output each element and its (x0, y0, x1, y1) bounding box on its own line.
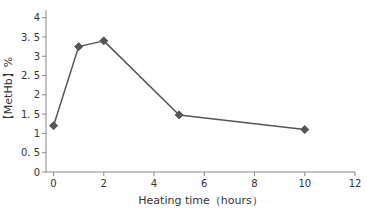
marker (175, 111, 183, 119)
y-tick-label: 3 (34, 51, 40, 62)
y-axis-line (46, 10, 47, 172)
y-tick-label: 0 (34, 167, 40, 178)
x-tick-label: 4 (151, 178, 157, 189)
y-tick (42, 172, 46, 173)
y-tick-label: 4 (34, 12, 40, 23)
marker (301, 126, 309, 134)
x-tick (304, 172, 305, 176)
y-tick (42, 114, 46, 115)
y-tick (42, 56, 46, 57)
y-tick-label: 0. 5 (21, 147, 40, 158)
x-tick (254, 172, 255, 176)
x-tick (355, 172, 356, 176)
x-tick-label: 10 (298, 178, 311, 189)
x-tick (204, 172, 205, 176)
x-tick (103, 172, 104, 176)
chart-container: 0 2 4 6 8 10 12 0 0. 5 1 1. 5 2 2. 5 3 3. 5 4 Heating ti… (0, 0, 367, 210)
y-tick (42, 152, 46, 153)
y-tick-label: 1. 5 (21, 109, 40, 120)
y-tick-label: 3. 5 (21, 32, 40, 43)
chart: 0 2 4 6 8 10 12 0 0. 5 1 1. 5 2 2. 5 3 3. 5 4 Heating ti… (0, 0, 367, 210)
x-tick-label: 6 (201, 178, 207, 189)
y-tick-label: 2 (34, 89, 40, 100)
y-tick (42, 37, 46, 38)
y-tick (42, 75, 46, 76)
y-tick (42, 17, 46, 18)
y-tick (42, 133, 46, 134)
x-tick-label: 0 (50, 178, 56, 189)
y-tick (42, 94, 46, 95)
x-tick-label: 12 (349, 178, 362, 189)
line (54, 41, 305, 130)
x-tick (53, 172, 54, 176)
y-tick-label: 2. 5 (21, 70, 40, 81)
y-tick-label: 1 (34, 128, 40, 139)
x-axis: 0 2 4 6 8 10 12 (50, 172, 361, 189)
x-axis-line (46, 172, 355, 173)
marker (75, 43, 83, 51)
marker (100, 37, 108, 45)
x-axis-label: Heating time（hours） (138, 194, 262, 207)
x-tick (154, 172, 155, 176)
x-tick-label: 8 (251, 178, 257, 189)
y-axis: 0 0. 5 1 1. 5 2 2. 5 3 3. 5 4 (21, 12, 46, 177)
y-axis-label: 【MetHb】% (2, 57, 15, 125)
plot-area (50, 37, 309, 134)
marker (50, 122, 58, 130)
x-tick-label: 2 (101, 178, 107, 189)
